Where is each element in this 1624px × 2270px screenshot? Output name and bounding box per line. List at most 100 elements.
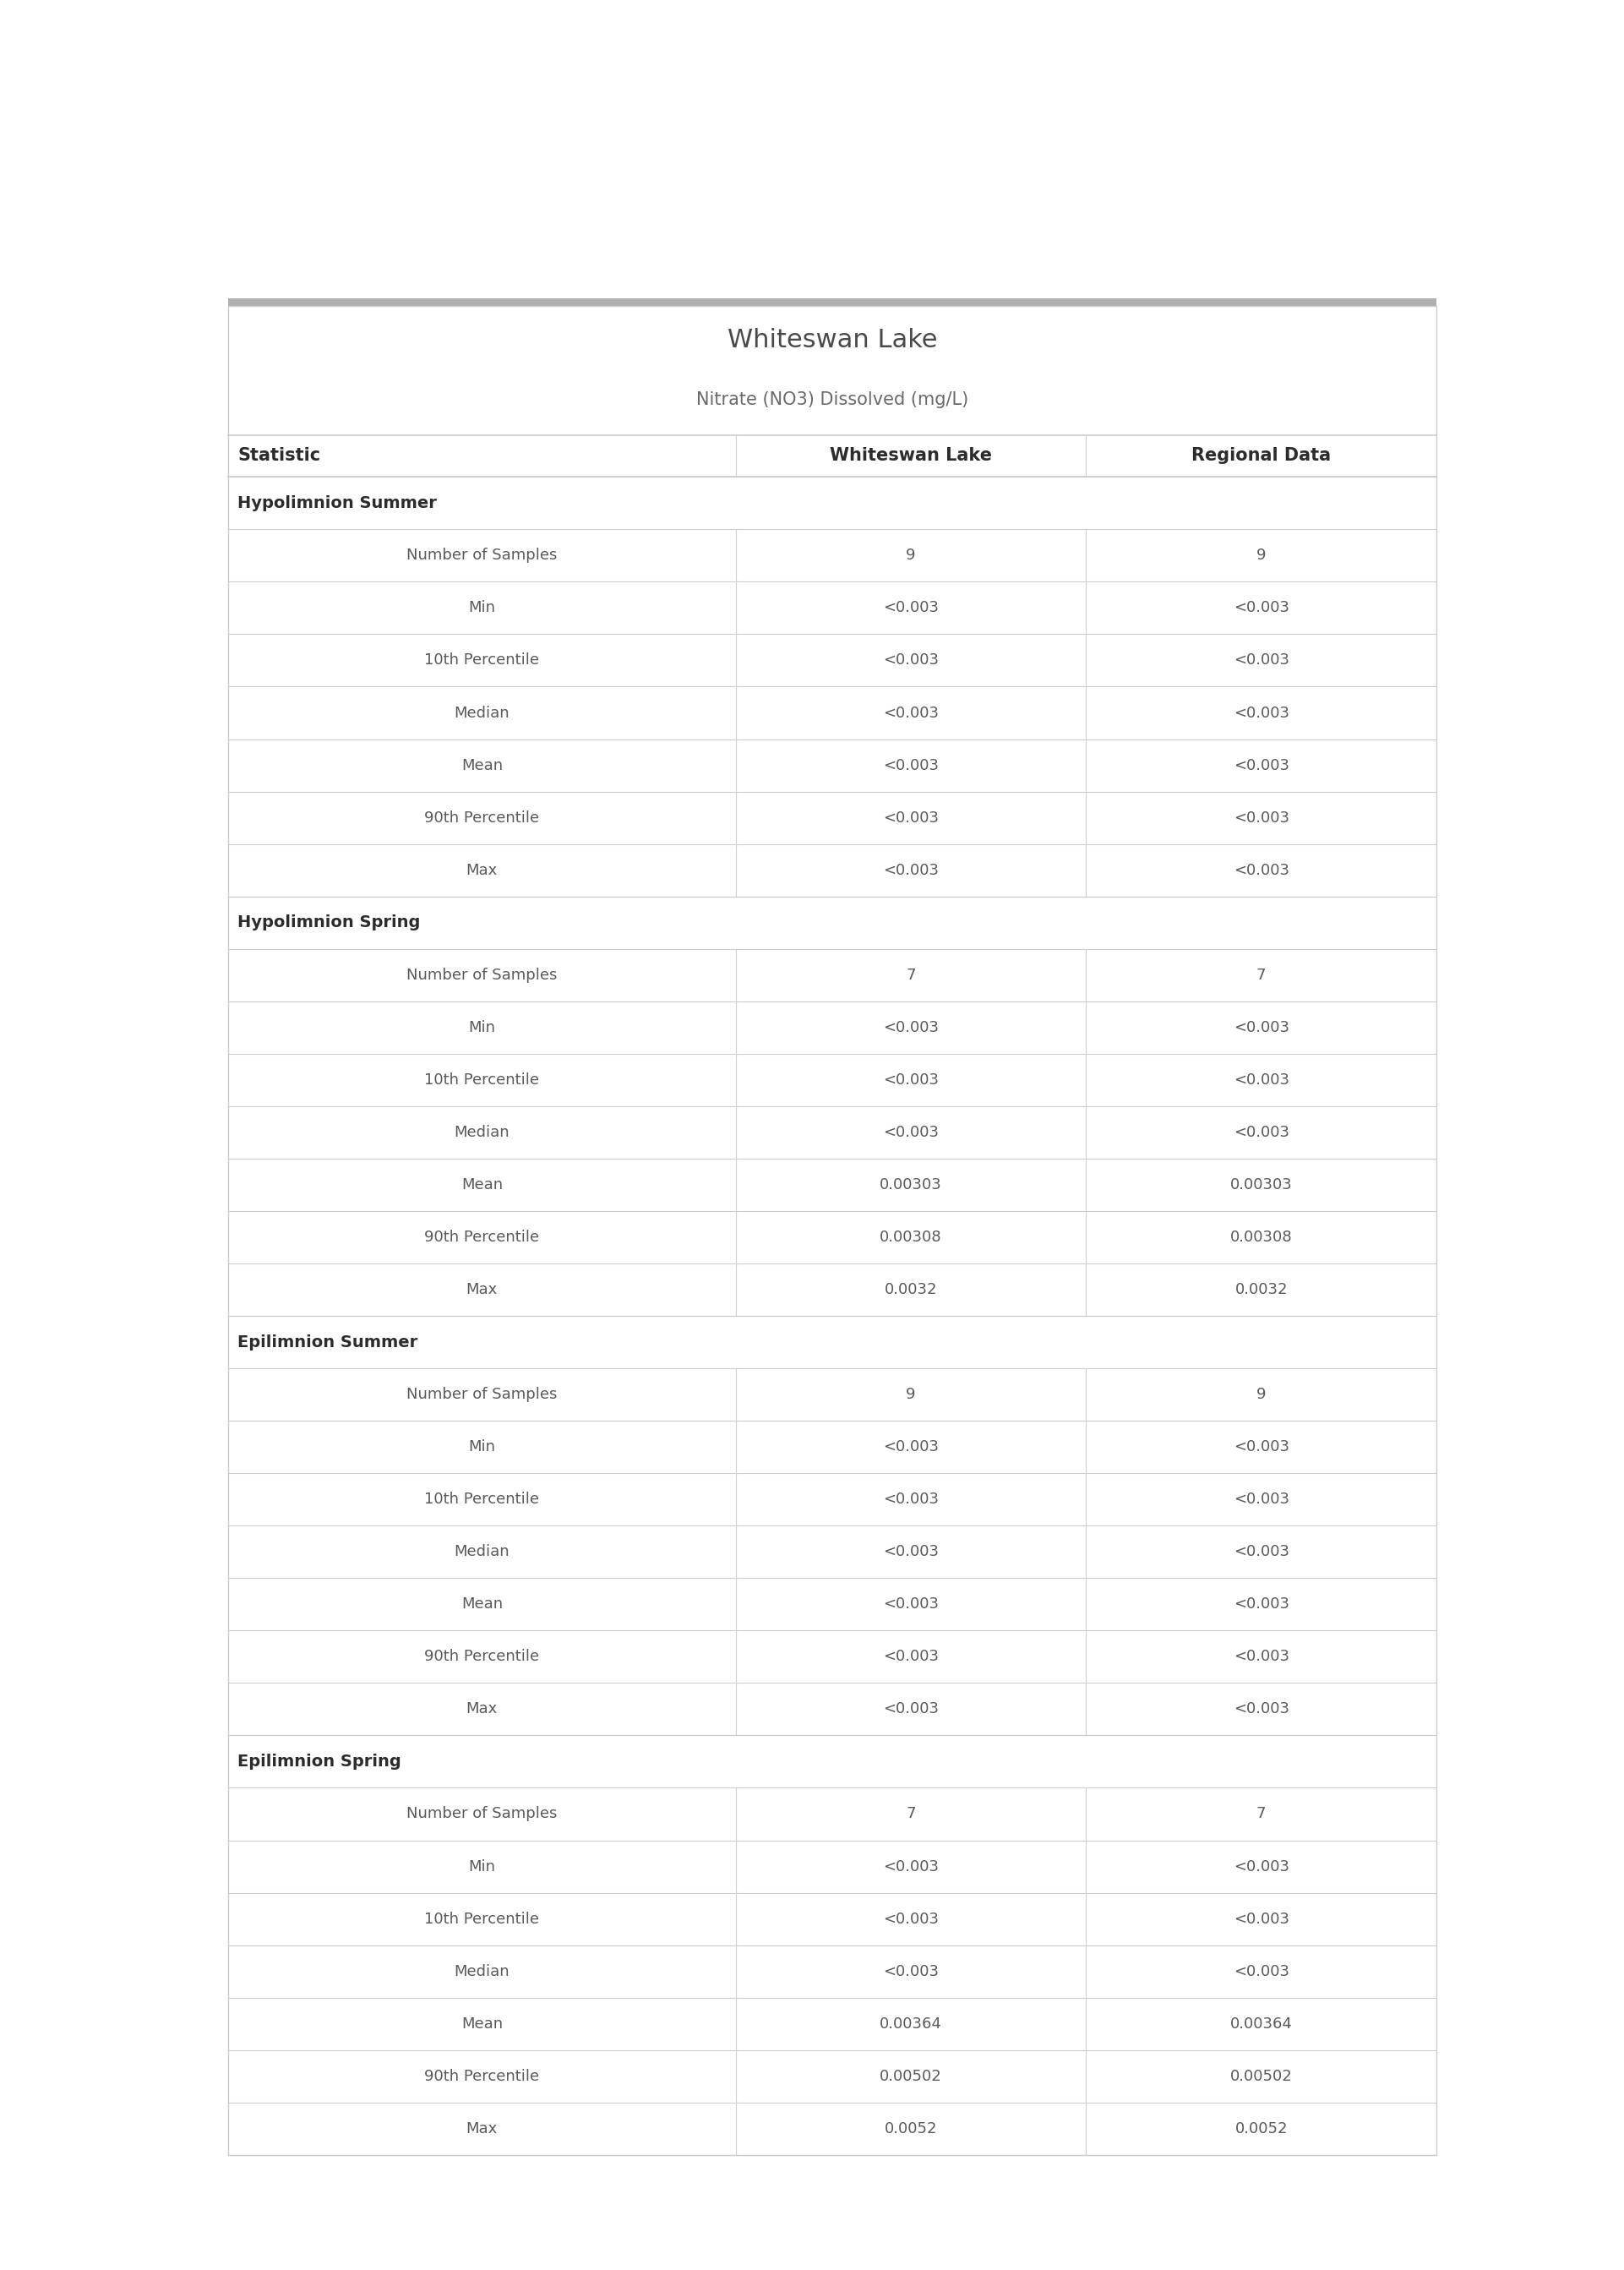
Bar [227,1053,1436,1105]
Text: <0.003: <0.003 [1233,599,1289,615]
Text: 90th Percentile: 90th Percentile [424,1648,539,1664]
Text: <0.003: <0.003 [883,599,939,615]
Text: Median: Median [455,1124,510,1140]
Bar [227,1734,1436,1789]
Text: <0.003: <0.003 [1233,654,1289,667]
Bar [227,1264,1436,1317]
Bar [227,686,1436,740]
Text: <0.003: <0.003 [1233,1702,1289,1716]
Text: <0.003: <0.003 [1233,863,1289,878]
Text: <0.003: <0.003 [883,1544,939,1559]
Bar [227,633,1436,686]
Text: 10th Percentile: 10th Percentile [424,654,539,667]
Text: Number of Samples: Number of Samples [406,547,557,563]
Text: <0.003: <0.003 [883,1911,939,1927]
Bar [227,300,1436,306]
Text: 0.00308: 0.00308 [880,1230,942,1244]
Text: 90th Percentile: 90th Percentile [424,1230,539,1244]
Text: <0.003: <0.003 [883,863,939,878]
Bar [227,1630,1436,1682]
Text: <0.003: <0.003 [883,1019,939,1035]
Bar [227,897,1436,949]
Text: <0.003: <0.003 [1233,1071,1289,1087]
Text: 0.0052: 0.0052 [885,2120,937,2136]
Text: <0.003: <0.003 [883,758,939,772]
Text: <0.003: <0.003 [1233,1124,1289,1140]
Text: 9: 9 [1257,547,1267,563]
Text: <0.003: <0.003 [883,1439,939,1455]
Text: Number of Samples: Number of Samples [406,967,557,983]
Text: 9: 9 [906,1387,916,1403]
Bar [227,477,1436,529]
Text: <0.003: <0.003 [883,706,939,720]
Bar [227,949,1436,1001]
Bar [227,2050,1436,2102]
Text: <0.003: <0.003 [1233,758,1289,772]
Bar [227,1682,1436,1734]
Text: Epilimnion Summer: Epilimnion Summer [237,1335,417,1351]
Bar [227,1893,1436,1945]
Text: <0.003: <0.003 [1233,1648,1289,1664]
Bar [227,792,1436,844]
Text: <0.003: <0.003 [1233,1596,1289,1612]
Text: 10th Percentile: 10th Percentile [424,1911,539,1927]
Text: Max: Max [466,863,497,878]
Bar [227,1158,1436,1210]
Text: 0.0032: 0.0032 [885,1283,937,1296]
Bar [227,1105,1436,1158]
Text: <0.003: <0.003 [883,1964,939,1979]
Text: Number of Samples: Number of Samples [406,1387,557,1403]
Bar [227,1789,1436,1841]
Bar [227,1998,1436,2050]
Text: 7: 7 [906,967,916,983]
Text: <0.003: <0.003 [1233,1859,1289,1875]
Text: 9: 9 [1257,1387,1267,1403]
Text: Hypolimnion Spring: Hypolimnion Spring [237,915,421,931]
Text: 90th Percentile: 90th Percentile [424,2068,539,2084]
Text: Min: Min [468,1859,495,1875]
Text: Median: Median [455,1964,510,1979]
Bar [227,740,1436,792]
Bar [227,529,1436,581]
Text: 0.00303: 0.00303 [880,1178,942,1192]
Text: <0.003: <0.003 [1233,810,1289,826]
Text: Median: Median [455,1544,510,1559]
Text: <0.003: <0.003 [883,1648,939,1664]
Bar [227,1421,1436,1473]
Bar [227,1578,1436,1630]
Text: <0.003: <0.003 [1233,706,1289,720]
Text: 90th Percentile: 90th Percentile [424,810,539,826]
Text: 0.00502: 0.00502 [880,2068,942,2084]
Text: Min: Min [468,1019,495,1035]
Text: <0.003: <0.003 [883,654,939,667]
Text: <0.003: <0.003 [883,810,939,826]
Text: 7: 7 [1257,967,1267,983]
Bar [227,1210,1436,1264]
Text: Max: Max [466,1702,497,1716]
Text: <0.003: <0.003 [883,1596,939,1612]
Text: 0.00308: 0.00308 [1229,1230,1293,1244]
Text: Whiteswan Lake: Whiteswan Lake [728,329,937,352]
Text: 0.0032: 0.0032 [1234,1283,1288,1296]
Bar [227,1317,1436,1369]
Bar [227,1841,1436,1893]
Bar [227,1473,1436,1525]
Bar [227,1001,1436,1053]
Text: Mean: Mean [461,758,503,772]
Text: <0.003: <0.003 [883,1702,939,1716]
Text: Min: Min [468,599,495,615]
Text: 7: 7 [1257,1807,1267,1821]
Text: 0.00364: 0.00364 [1229,2016,1293,2032]
Text: Median: Median [455,706,510,720]
Text: <0.003: <0.003 [883,1071,939,1087]
Text: <0.003: <0.003 [1233,1491,1289,1507]
Bar [227,581,1436,633]
Text: <0.003: <0.003 [883,1124,939,1140]
Text: <0.003: <0.003 [883,1859,939,1875]
Text: Mean: Mean [461,1178,503,1192]
Text: <0.003: <0.003 [1233,1439,1289,1455]
Text: Nitrate (NO3) Dissolved (mg/L): Nitrate (NO3) Dissolved (mg/L) [697,390,968,409]
Text: Max: Max [466,2120,497,2136]
Text: 0.00502: 0.00502 [1229,2068,1293,2084]
Bar [227,1525,1436,1578]
